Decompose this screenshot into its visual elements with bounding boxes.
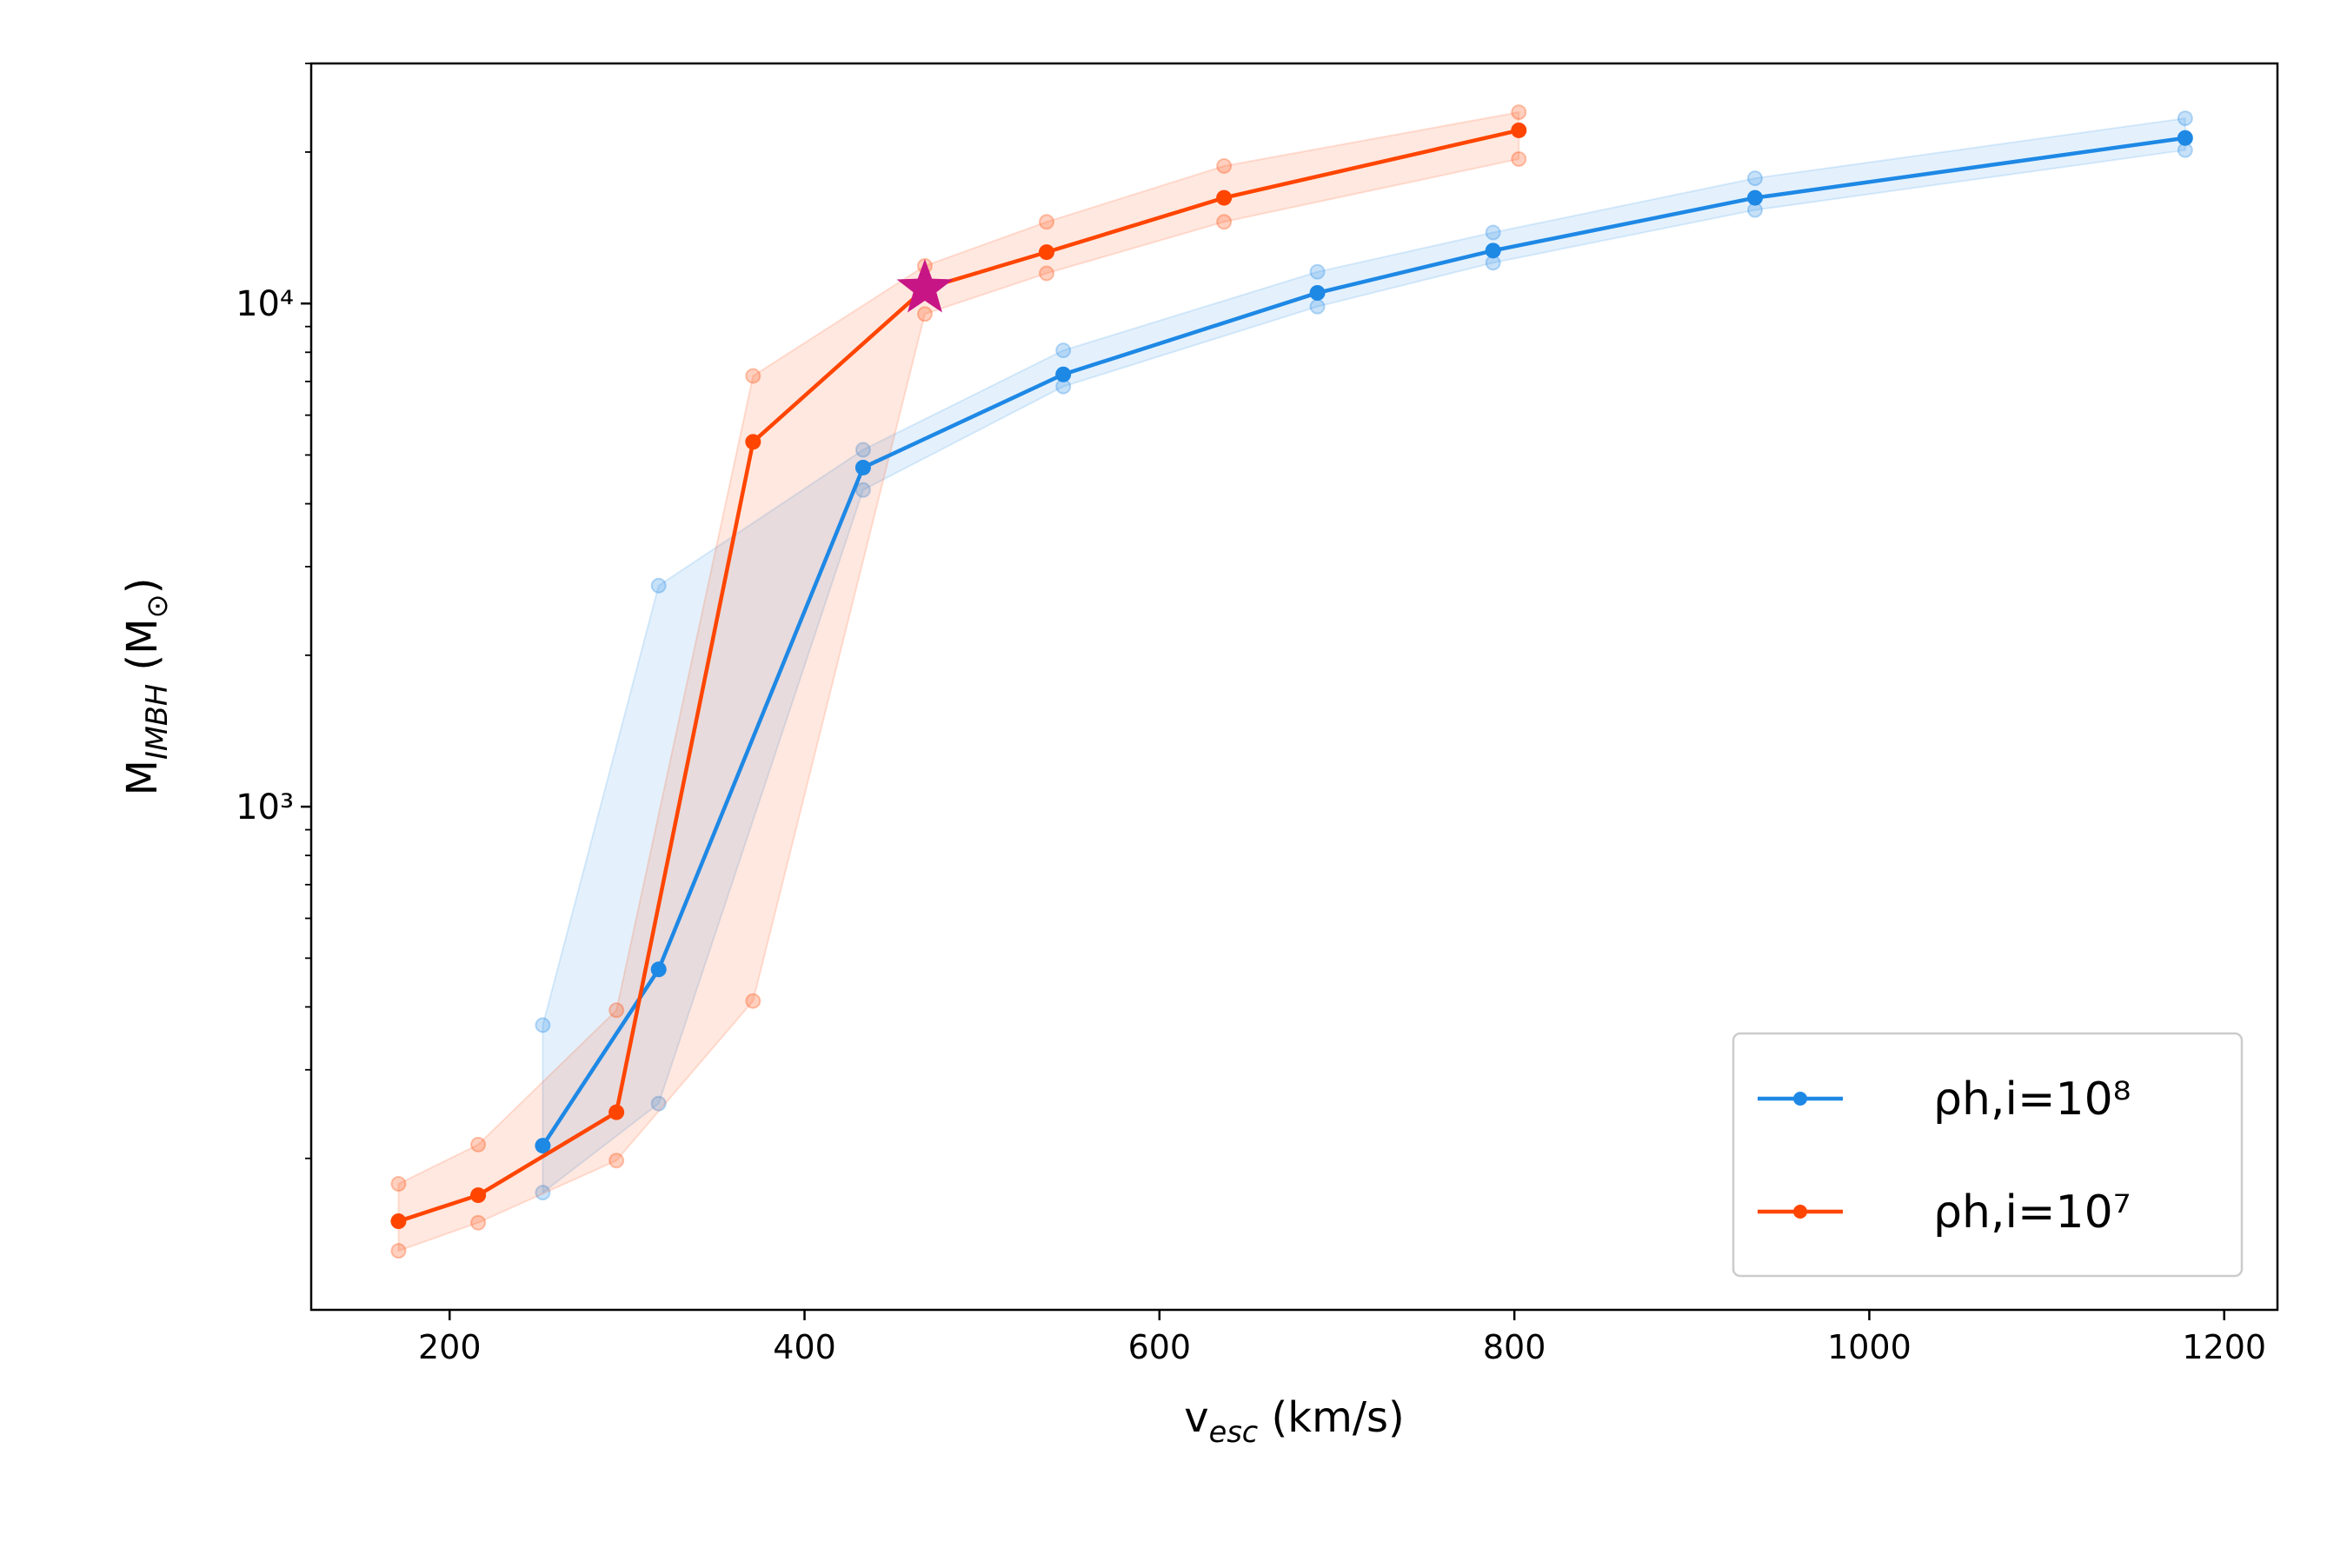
label-part: M	[118, 760, 167, 795]
legend-marker	[1793, 1205, 1807, 1219]
band-point	[1485, 224, 1501, 241]
band-point	[1055, 342, 1072, 359]
x-tick-label: 600	[1128, 1328, 1192, 1366]
x-axis-label: vesc (km/s)	[1184, 1393, 1404, 1449]
label-part: IMBH	[140, 684, 174, 760]
data-point	[1485, 243, 1501, 259]
data-point	[535, 1138, 551, 1154]
legend-label: ρh,i=10⁸	[1933, 1073, 2131, 1126]
x-tick-label: 1200	[2182, 1328, 2266, 1366]
band-point	[1309, 263, 1326, 280]
x-tick-label: 400	[773, 1328, 836, 1366]
band-point	[745, 993, 761, 1009]
band-point	[854, 442, 871, 458]
y-axis-label: MIMBH (M⊙)	[118, 578, 174, 796]
label-part: esc	[1209, 1415, 1259, 1449]
x-tick-label: 1000	[1827, 1328, 1912, 1366]
legend-box	[1732, 1032, 2244, 1278]
label-part: )	[118, 578, 167, 595]
data-point	[854, 459, 871, 475]
band-point	[1039, 265, 1055, 282]
label-part: v	[1184, 1393, 1208, 1442]
label-part: (km/s)	[1258, 1393, 1404, 1442]
data-point	[745, 434, 761, 450]
band-point	[608, 1002, 625, 1019]
series-line	[397, 128, 1519, 1224]
band-point	[390, 1243, 407, 1259]
band-point	[745, 368, 761, 384]
data-point	[1309, 284, 1326, 301]
data-point	[1511, 122, 1527, 138]
band-point	[650, 1095, 667, 1112]
data-point	[390, 1213, 407, 1230]
band-point	[535, 1185, 551, 1201]
band-point	[1511, 150, 1527, 167]
data-point	[1216, 189, 1233, 206]
data-point	[2177, 130, 2193, 146]
y-tick-label: 10⁴	[236, 284, 294, 324]
data-point	[650, 961, 667, 978]
band-point	[470, 1214, 487, 1231]
band-point	[535, 1017, 551, 1033]
band-point	[2177, 110, 2193, 127]
data-point	[1055, 366, 1072, 382]
band-point	[470, 1136, 487, 1153]
star-marker	[896, 258, 954, 313]
data-point	[608, 1104, 625, 1120]
band-point	[1309, 298, 1326, 315]
label-part: (M	[118, 618, 167, 683]
band-point	[1039, 214, 1055, 230]
band-point	[650, 577, 667, 594]
plot-frame	[309, 62, 2279, 1312]
band-point	[1216, 158, 1233, 175]
error-band	[542, 116, 2186, 1195]
band-point	[1511, 104, 1527, 121]
data-point	[1039, 244, 1055, 261]
x-tick-label: 200	[418, 1328, 482, 1366]
legend-label: ρh,i=10⁷	[1933, 1186, 2131, 1239]
band-point	[1216, 214, 1233, 230]
band-point	[390, 1176, 407, 1193]
data-point	[470, 1187, 487, 1204]
error-band	[397, 110, 1520, 1252]
legend-marker	[1793, 1092, 1807, 1106]
y-tick-label: 10³	[236, 787, 294, 827]
band-point	[608, 1153, 625, 1169]
x-tick-label: 800	[1483, 1328, 1546, 1366]
band-point	[854, 482, 871, 498]
label-part: ⊙	[140, 594, 174, 618]
data-point	[1746, 189, 1763, 206]
band-point	[1746, 170, 1763, 187]
band-point	[916, 306, 933, 322]
series-line	[541, 136, 2186, 1147]
